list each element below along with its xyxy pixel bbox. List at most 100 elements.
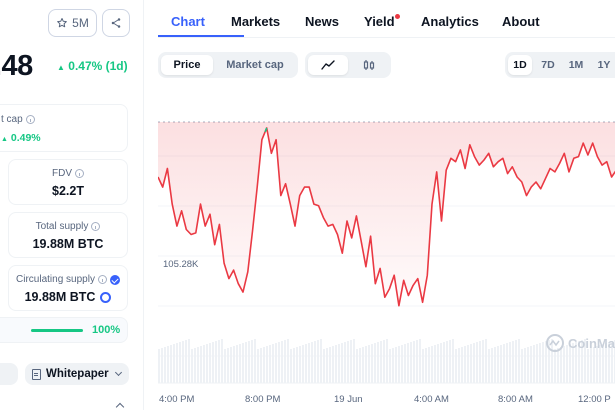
x-axis-ticks: 4:00 PM 8:00 PM 19 Jun 4:00 AM 8:00 AM 12:00 … [159, 394, 611, 405]
volume-bar [269, 345, 271, 383]
chevron-up-icon[interactable] [115, 402, 125, 410]
volume-bar [452, 339, 454, 383]
volume-bar [176, 343, 178, 383]
info-icon[interactable] [75, 169, 84, 178]
volume-bar [227, 348, 229, 383]
volume-bar [383, 340, 385, 383]
volume-bar [422, 349, 424, 383]
chevron-down-icon [114, 368, 122, 377]
candlestick-button[interactable] [349, 55, 389, 75]
volume-bar [362, 347, 364, 383]
volume-bar [500, 345, 502, 383]
volume-bar [533, 345, 535, 383]
volume-bar [470, 344, 472, 383]
volume-bar [203, 345, 205, 383]
volume-bar [545, 341, 547, 383]
info-icon[interactable] [25, 115, 35, 124]
volume-bar [260, 348, 262, 383]
volume-bar [515, 340, 517, 383]
volume-bar [380, 341, 382, 383]
coin-stats-panel: 5M .48 ▲ 0.47% (1d) t cap ▲ 0.49% FDV [0, 0, 144, 410]
range-1y-button[interactable]: 1Y [597, 59, 611, 71]
total-supply-card: Total supply 19.88M BTC [8, 212, 128, 258]
volume-bar [482, 340, 484, 383]
range-1d-button[interactable]: 1D [508, 55, 532, 75]
volume-bar [446, 341, 448, 383]
circulating-supply-card: Circulating supply 19.88M BTC [8, 265, 128, 311]
website-link[interactable]: ite [0, 363, 18, 385]
volume-bar [296, 347, 298, 383]
volume-bar [233, 346, 235, 383]
line-chart-button[interactable] [308, 55, 348, 75]
volume-bar [221, 339, 223, 383]
star-icon [57, 18, 68, 28]
volume-bar [254, 339, 256, 383]
volume-bar [263, 347, 265, 383]
volume-bar [518, 339, 520, 383]
verified-icon [109, 274, 120, 285]
tab-about[interactable]: About [502, 14, 540, 29]
volume-bar [566, 345, 568, 383]
volume-bar [461, 347, 463, 383]
active-tab-indicator [158, 35, 244, 37]
fdv-label: FDV [52, 168, 72, 179]
info-icon[interactable] [91, 222, 101, 231]
total-supply-value: 19.88M BTC [32, 237, 104, 251]
info-icon[interactable] [97, 275, 107, 284]
y-axis-label: 105.28K [163, 259, 199, 270]
watchlist-button[interactable]: 5M [48, 9, 97, 37]
market-cap-toggle[interactable]: Market cap [226, 59, 284, 71]
volume-bar [326, 348, 328, 383]
line-chart-icon [321, 60, 335, 70]
fdv-card: FDV $2.2T [8, 159, 128, 205]
volume-bar [602, 344, 604, 383]
notification-dot [395, 14, 400, 19]
tab-chart[interactable]: Chart [171, 14, 205, 29]
volume-bar [266, 346, 268, 383]
tab-markets[interactable]: Markets [231, 14, 281, 29]
volume-bar [164, 347, 166, 383]
share-button[interactable] [102, 9, 130, 37]
volume-bar [377, 342, 379, 383]
volume-bar [605, 343, 607, 383]
volume-bar [407, 343, 409, 383]
volume-bar [218, 340, 220, 383]
price-toggle[interactable]: Price [161, 55, 213, 75]
chart-type-toggle: Price Market cap [158, 52, 298, 78]
current-price: .48 [0, 50, 33, 82]
volume-bar [329, 347, 331, 383]
price-chart[interactable]: CoinMa 105.28K 4:00 PM 8:00 PM 19 Jun 4:00 … [158, 96, 615, 410]
volume-bar [524, 348, 526, 383]
volume-bar [365, 346, 367, 383]
volume-bar [551, 339, 553, 383]
volume-bar [350, 340, 352, 383]
volume-bar [503, 344, 505, 383]
volume-bar [530, 346, 532, 383]
range-1m-button[interactable]: 1M [568, 59, 584, 71]
tab-yield[interactable]: Yield [364, 14, 395, 29]
tab-analytics[interactable]: Analytics [421, 14, 479, 29]
chart-style-toggle [305, 52, 391, 78]
x-tick-label: 8:00 PM [245, 394, 280, 405]
price-line [158, 127, 615, 307]
volume-bar [344, 342, 346, 383]
volume-bar [575, 342, 577, 383]
volume-bar [194, 348, 196, 383]
price-area [158, 122, 615, 306]
volume-bar [485, 339, 487, 383]
range-7d-button[interactable]: 7D [541, 59, 555, 71]
volume-bar [467, 345, 469, 383]
volume-bars [158, 339, 615, 383]
whitepaper-label: Whitepaper [46, 368, 109, 380]
volume-bar [554, 349, 556, 383]
volume-bar [158, 349, 160, 383]
volume-bar [287, 339, 289, 383]
tab-news[interactable]: News [305, 14, 339, 29]
whitepaper-button[interactable]: Whitepaper [25, 363, 129, 385]
volume-bar [179, 342, 181, 383]
watermark-squiggle [549, 339, 560, 347]
price-change-1d: ▲ 0.47% (1d) [57, 59, 128, 73]
volume-bar [392, 348, 394, 383]
volume-bar [206, 344, 208, 383]
up-arrow-icon: ▲ [57, 63, 65, 72]
